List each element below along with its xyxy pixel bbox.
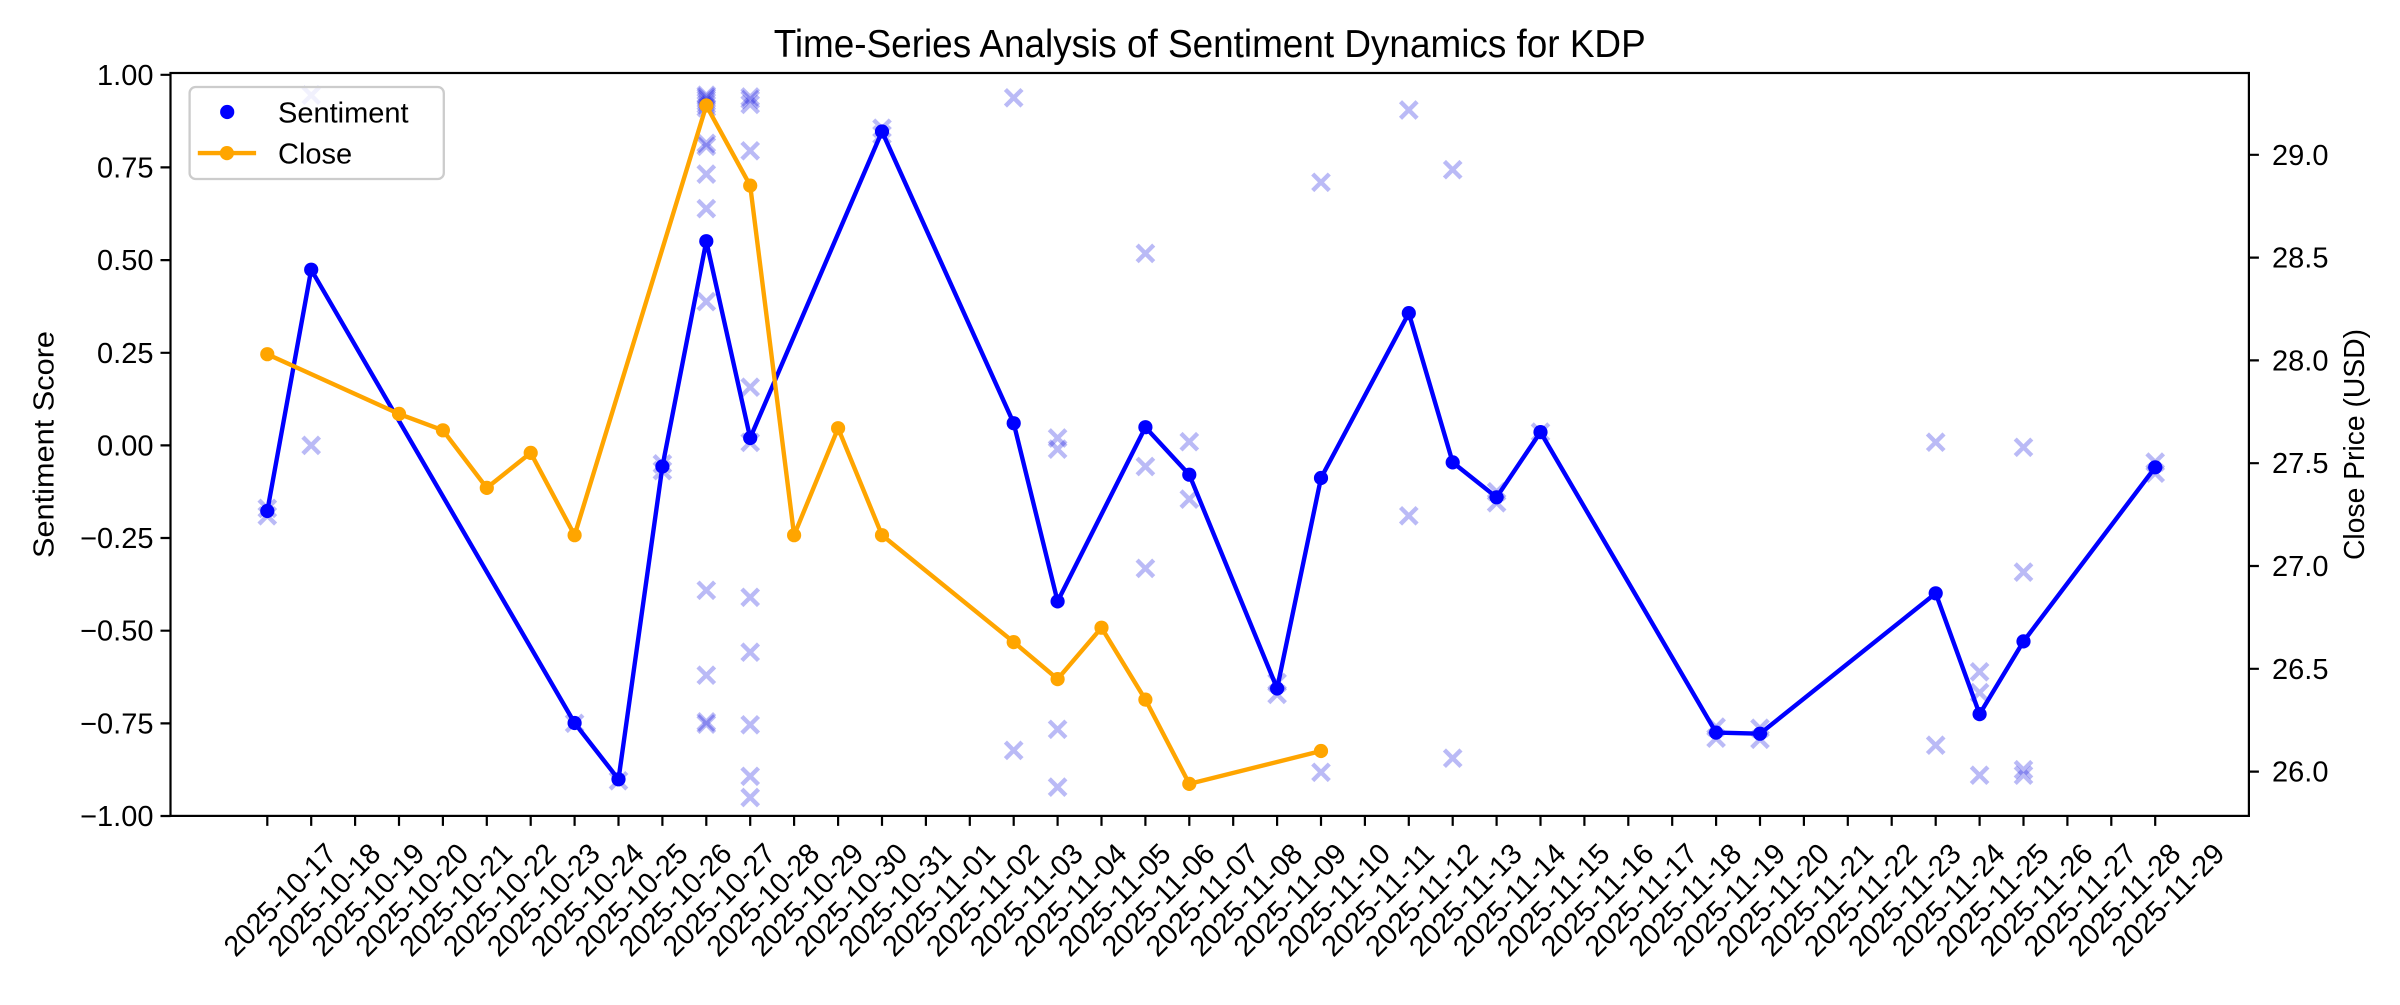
- svg-text:−0.75: −0.75: [80, 708, 153, 740]
- svg-text:Sentiment: Sentiment: [278, 98, 409, 130]
- svg-text:Sentiment Score: Sentiment Score: [29, 331, 61, 558]
- svg-text:−1.00: −1.00: [80, 801, 153, 833]
- svg-text:0.75: 0.75: [97, 152, 153, 184]
- svg-text:Close Price (USD): Close Price (USD): [2339, 329, 2371, 560]
- svg-text:26.5: 26.5: [2272, 654, 2328, 686]
- svg-text:1.00: 1.00: [97, 60, 153, 92]
- svg-text:28.0: 28.0: [2272, 345, 2328, 377]
- svg-text:0.50: 0.50: [97, 245, 153, 277]
- svg-text:0.00: 0.00: [97, 430, 153, 462]
- svg-text:−0.50: −0.50: [80, 616, 153, 648]
- svg-text:−0.25: −0.25: [80, 523, 153, 555]
- svg-text:Time-Series Analysis of Sentim: Time-Series Analysis of Sentiment Dynami…: [774, 23, 1646, 66]
- svg-text:28.5: 28.5: [2272, 243, 2328, 275]
- svg-text:29.0: 29.0: [2272, 140, 2328, 172]
- svg-text:26.0: 26.0: [2272, 757, 2328, 789]
- svg-text:Close: Close: [278, 139, 352, 171]
- svg-text:27.5: 27.5: [2272, 448, 2328, 480]
- svg-text:27.0: 27.0: [2272, 551, 2328, 583]
- svg-text:0.25: 0.25: [97, 338, 153, 370]
